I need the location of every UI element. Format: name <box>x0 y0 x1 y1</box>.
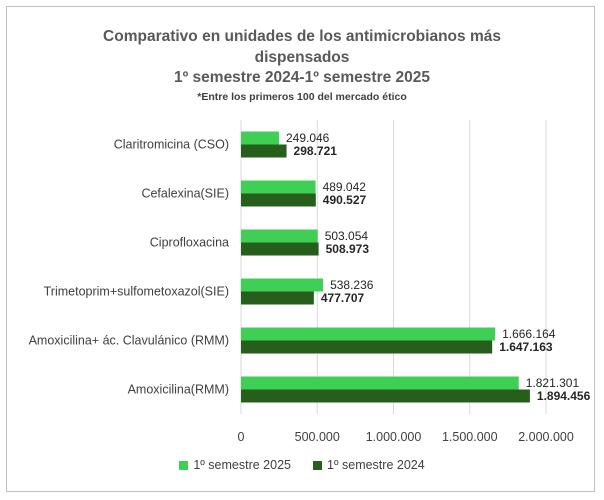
data-label-2025: 489.042 <box>323 180 367 194</box>
bar-2025 <box>241 327 496 341</box>
category-label: Amoxicilina+ ác. Clavulánico (RMM) <box>29 334 229 348</box>
chart-legend: 1º semestre 2025 1º semestre 2024 <box>0 458 604 472</box>
category-label: Cefalexina(SIE) <box>141 187 229 201</box>
data-label-2024: 508.973 <box>326 242 370 256</box>
data-label-2024: 490.527 <box>323 193 367 207</box>
bar-2024 <box>241 144 287 158</box>
data-label-2024: 298.721 <box>294 144 338 158</box>
legend-item-2025: 1º semestre 2025 <box>179 458 291 472</box>
bar-2024 <box>241 242 319 256</box>
data-label-2025: 249.046 <box>286 131 330 145</box>
category-label: Amoxicilina(RMM) <box>128 383 229 397</box>
category-label: Ciprofloxacina <box>150 236 229 250</box>
bar-2025 <box>241 229 318 243</box>
chart-title-line-3: 1º semestre 2024-1º semestre 2025 <box>173 69 431 86</box>
x-tick-label: 1.500.000 <box>442 430 498 444</box>
chart-title-line-1: Comparativo en unidades de los antimicro… <box>103 28 501 45</box>
x-tick-label: 1.000.000 <box>366 430 422 444</box>
category-label: Trimetoprim+sulfometoxazol(SIE) <box>44 285 229 299</box>
data-label-2024: 1.894.456 <box>537 389 591 403</box>
bar-2025 <box>241 278 324 292</box>
chart-subtitle: *Entre los primeros 100 del mercado étic… <box>197 91 407 103</box>
bar-2025 <box>241 180 316 194</box>
legend-label-2024: 1º semestre 2024 <box>327 458 425 472</box>
legend-item-2024: 1º semestre 2024 <box>313 458 425 472</box>
bar-2025 <box>241 376 519 390</box>
data-label-2025: 1.821.301 <box>526 376 580 390</box>
x-tick-label: 0 <box>238 430 245 444</box>
data-label-2024: 1.647.163 <box>499 340 553 354</box>
data-label-2025: 538.236 <box>330 278 374 292</box>
category-label: Claritromicina (CSO) <box>114 138 229 152</box>
x-tick-label: 2.000.000 <box>518 430 574 444</box>
data-label-2025: 1.666.164 <box>502 327 556 341</box>
x-tick-label: 500.000 <box>295 430 340 444</box>
bar-2025 <box>241 131 279 145</box>
data-label-2025: 503.054 <box>325 229 369 243</box>
bar-2024 <box>241 193 316 207</box>
bar-2024 <box>241 340 493 354</box>
data-label-2024: 477.707 <box>321 291 365 305</box>
chart-title-line-2: dispensados <box>254 49 350 66</box>
bar-2024 <box>241 291 314 305</box>
bar-2024 <box>241 389 530 403</box>
legend-swatch-2024 <box>313 460 322 470</box>
legend-swatch-2025 <box>179 460 189 470</box>
legend-label-2025: 1º semestre 2025 <box>193 458 291 472</box>
